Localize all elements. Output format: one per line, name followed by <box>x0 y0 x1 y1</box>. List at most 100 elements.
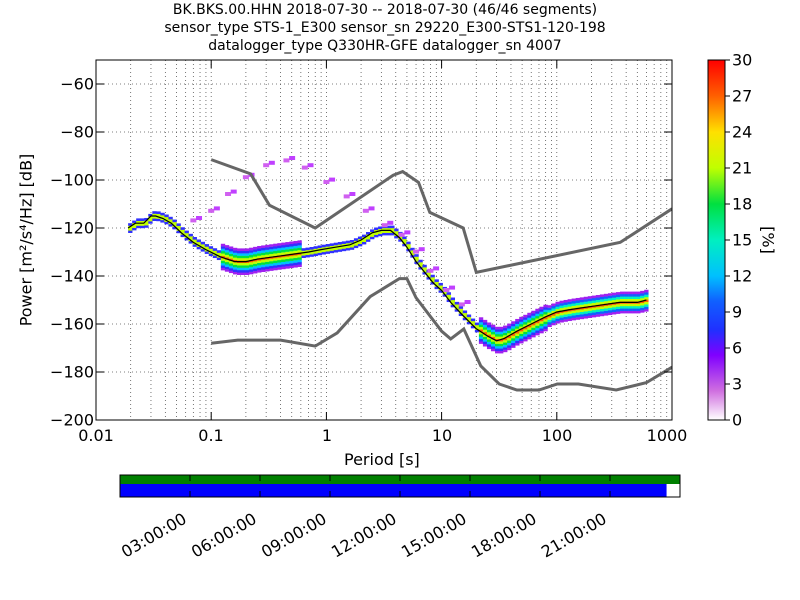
density-cell <box>253 266 258 269</box>
density-cell <box>632 310 637 314</box>
density-cell <box>490 346 496 349</box>
density-cell <box>349 244 355 248</box>
density-cell <box>535 320 540 324</box>
density-cell <box>200 244 206 247</box>
density-cell <box>265 252 270 255</box>
density-cell <box>132 220 137 224</box>
density-cell <box>426 272 431 275</box>
density-cell <box>503 332 508 336</box>
density-cell <box>478 334 484 337</box>
density-cell <box>329 177 336 182</box>
density-cell <box>196 239 201 243</box>
density-cell <box>293 240 298 244</box>
density-cell <box>232 255 238 258</box>
density-cell <box>309 254 314 257</box>
density-cell <box>418 262 423 265</box>
density-cell <box>228 270 234 274</box>
density-cell <box>511 321 516 324</box>
density-cell <box>587 310 593 314</box>
axis-ticks <box>95 60 673 421</box>
density-cell <box>507 328 512 331</box>
density-cell <box>539 316 544 319</box>
density-cell <box>269 249 274 252</box>
density-cell <box>531 325 536 328</box>
density-cell <box>245 265 250 268</box>
density-cell <box>535 308 540 312</box>
density-cell <box>325 244 331 247</box>
colorbar-tick-label: 21 <box>732 158 753 178</box>
density-cell <box>490 348 496 352</box>
density-cell <box>579 309 585 312</box>
density-cell <box>527 317 532 321</box>
density-cell <box>128 223 133 226</box>
density-cell <box>236 253 242 256</box>
density-cell <box>224 247 230 251</box>
density-cell <box>575 297 580 301</box>
colorbar-tick-label: 24 <box>732 122 753 142</box>
density-cell <box>503 342 508 345</box>
density-cell <box>527 322 532 325</box>
density-cell <box>265 266 270 270</box>
density-cell <box>446 294 451 298</box>
density-cell <box>567 318 572 322</box>
density-cell <box>301 248 306 251</box>
density-cell <box>470 318 476 322</box>
density-cell <box>341 248 347 252</box>
density-cell <box>466 314 472 318</box>
density-cell <box>357 236 363 240</box>
density-cell <box>615 292 621 295</box>
density-cell <box>527 336 532 340</box>
density-cell <box>628 294 633 297</box>
density-cell <box>249 264 254 268</box>
y-tick-label: −120 <box>50 218 94 238</box>
density-cell <box>620 308 625 311</box>
density-cell <box>414 258 419 262</box>
density-cell <box>478 324 484 328</box>
density-cell <box>337 246 343 250</box>
density-cell <box>430 279 435 283</box>
density-cell <box>228 246 234 250</box>
density-cell <box>559 305 564 309</box>
density-cell <box>543 321 548 325</box>
density-cell <box>535 332 540 336</box>
density-cell <box>535 323 540 326</box>
density-cell <box>523 314 528 318</box>
density-cell <box>136 223 141 226</box>
density-cell <box>317 250 322 253</box>
density-cell <box>268 160 275 165</box>
density-cell <box>128 228 133 231</box>
density-cell <box>603 298 609 302</box>
density-cell <box>450 297 456 301</box>
density-cell <box>220 243 226 247</box>
density-cell <box>224 249 230 253</box>
density-cell <box>426 276 431 280</box>
density-cell <box>285 246 290 250</box>
y-tick-label: −100 <box>50 170 94 190</box>
density-cell <box>591 295 597 299</box>
density-cell <box>152 211 157 214</box>
density-cell <box>478 341 484 344</box>
density-cell <box>140 223 145 226</box>
density-cell <box>628 310 633 314</box>
density-cell <box>269 253 274 257</box>
density-cell <box>382 230 387 233</box>
density-cell <box>309 251 314 255</box>
y-axis-label: Power [m²/s⁴/Hz] [dB] <box>16 153 36 327</box>
density-cell <box>591 302 597 306</box>
density-cell <box>587 308 593 311</box>
density-cell <box>188 236 193 239</box>
density-cell <box>486 341 492 345</box>
density-cell <box>232 262 238 265</box>
density-cell <box>620 306 625 309</box>
density-cell <box>632 296 637 299</box>
density-cell <box>519 338 524 342</box>
density-cell <box>478 336 484 340</box>
density-cell <box>559 315 564 318</box>
density-cell <box>599 296 605 300</box>
density-cell <box>563 316 568 320</box>
density-cell <box>531 310 536 314</box>
density-cell <box>515 335 520 339</box>
density-cell <box>418 264 423 268</box>
density-cell <box>450 299 456 303</box>
density-cell <box>281 247 286 250</box>
